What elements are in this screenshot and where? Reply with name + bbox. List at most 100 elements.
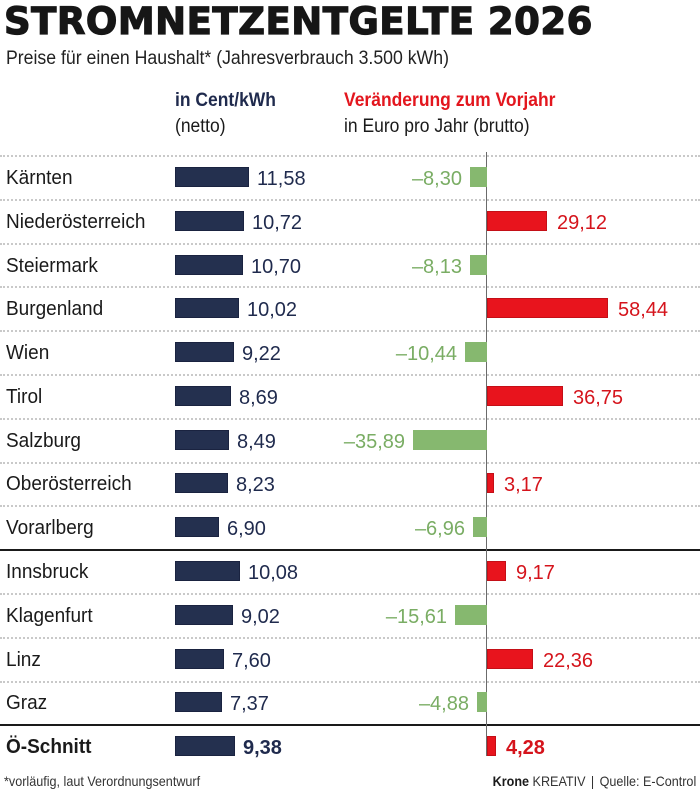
price-bar — [175, 430, 229, 450]
price-value-label: 10,70 — [251, 256, 302, 278]
price-value-label: 9,22 — [242, 343, 281, 365]
change-value-label: –15,61 — [385, 606, 447, 628]
category-label: Tirol — [6, 386, 43, 408]
price-value-label: 7,37 — [230, 693, 269, 715]
price-value-label: 8,23 — [236, 474, 275, 496]
increase-bar — [487, 298, 608, 318]
row-divider — [0, 330, 700, 332]
price-value-label: 11,58 — [257, 168, 306, 190]
price-value-label: 8,49 — [237, 431, 276, 453]
source-label: Quelle: E-Control — [599, 773, 696, 789]
increase-bar — [487, 386, 563, 406]
price-bar — [175, 342, 234, 362]
brand-name: Krone — [492, 773, 529, 789]
change-value-label: 29,12 — [557, 212, 608, 234]
decrease-bar — [473, 517, 487, 537]
category-label: Kärnten — [6, 167, 73, 189]
change-value-label: 4,28 — [506, 737, 545, 759]
price-bar — [175, 255, 243, 275]
change-value-label: –35,89 — [343, 431, 405, 453]
category-label: Steiermark — [6, 255, 98, 277]
price-bar — [175, 386, 231, 406]
credit-line: Krone KREATIV | Quelle: E-Control — [492, 773, 696, 789]
change-value-label: 9,17 — [516, 562, 555, 584]
price-column-header: in Cent/kWh (netto) — [175, 88, 276, 140]
price-bar — [175, 736, 235, 756]
price-bar — [175, 298, 239, 318]
row-divider — [0, 637, 700, 639]
change-value-label: –6,96 — [414, 518, 465, 540]
category-label: Klagenfurt — [6, 605, 93, 627]
increase-bar — [487, 736, 496, 756]
row-divider — [0, 593, 700, 595]
price-value-label: 10,02 — [247, 299, 298, 321]
price-bar — [175, 692, 222, 712]
change-value-label: 36,75 — [573, 387, 624, 409]
change-value-label: –8,30 — [411, 168, 462, 190]
price-column-title: in Cent/kWh — [175, 90, 276, 111]
row-divider — [0, 286, 700, 288]
decrease-bar — [465, 342, 487, 362]
row-divider — [0, 199, 700, 201]
decrease-bar — [413, 430, 487, 450]
category-label: Ö-Schnitt — [6, 736, 92, 758]
category-label: Innsbruck — [6, 561, 89, 583]
footnote: *vorläufig, laut Verordnungsentwurf — [4, 773, 201, 789]
category-label: Wien — [6, 342, 50, 364]
change-column-subtitle: in Euro pro Jahr (brutto) — [344, 116, 530, 137]
zero-axis-line — [486, 152, 487, 756]
change-value-label: –4,88 — [418, 693, 469, 715]
change-value-label: –8,13 — [411, 256, 462, 278]
chart-title: STROMNETZENTGELTE 2026 — [3, 0, 593, 44]
decrease-bar — [477, 692, 487, 712]
row-divider — [0, 243, 700, 245]
change-column-header: Veränderung zum Vorjahr in Euro pro Jahr… — [344, 88, 555, 140]
row-divider — [0, 505, 700, 507]
decrease-bar — [470, 255, 487, 275]
price-bar — [175, 605, 233, 625]
price-bar — [175, 517, 219, 537]
category-label: Linz — [6, 649, 41, 671]
price-bar — [175, 211, 244, 231]
price-value-label: 10,08 — [248, 562, 299, 584]
price-bar — [175, 167, 249, 187]
change-value-label: 22,36 — [543, 650, 594, 672]
increase-bar — [487, 561, 506, 581]
increase-bar — [487, 473, 494, 493]
price-bar — [175, 649, 224, 669]
category-label: Oberösterreich — [6, 473, 132, 495]
change-column-title: Veränderung zum Vorjahr — [344, 90, 556, 111]
price-value-label: 8,69 — [239, 387, 278, 409]
group-divider — [0, 724, 700, 726]
price-value-label: 9,02 — [241, 606, 280, 628]
category-label: Niederösterreich — [6, 211, 146, 233]
category-label: Graz — [6, 692, 48, 714]
increase-bar — [487, 649, 533, 669]
row-divider — [0, 681, 700, 683]
decrease-bar — [470, 167, 487, 187]
category-label: Burgenland — [6, 298, 104, 320]
row-divider — [0, 374, 700, 376]
row-divider — [0, 418, 700, 420]
price-bar — [175, 561, 240, 581]
change-value-label: 58,44 — [618, 299, 669, 321]
category-label: Vorarlberg — [6, 517, 94, 539]
brand-suffix: KREATIV — [528, 773, 586, 789]
price-value-label: 9,38 — [243, 737, 282, 759]
change-value-label: –10,44 — [395, 343, 457, 365]
price-column-subtitle: (netto) — [175, 116, 226, 137]
price-value-label: 7,60 — [232, 650, 271, 672]
price-bar — [175, 473, 228, 493]
row-divider — [0, 462, 700, 464]
change-value-label: 3,17 — [504, 474, 543, 496]
group-divider — [0, 549, 700, 551]
row-divider — [0, 155, 700, 157]
price-value-label: 10,72 — [252, 212, 303, 234]
decrease-bar — [455, 605, 487, 625]
credit-separator: | — [590, 773, 594, 789]
category-label: Salzburg — [6, 430, 81, 452]
price-value-label: 6,90 — [227, 518, 266, 540]
increase-bar — [487, 211, 547, 231]
chart-subtitle: Preise für einen Haushalt* (Jahresverbra… — [6, 48, 449, 69]
